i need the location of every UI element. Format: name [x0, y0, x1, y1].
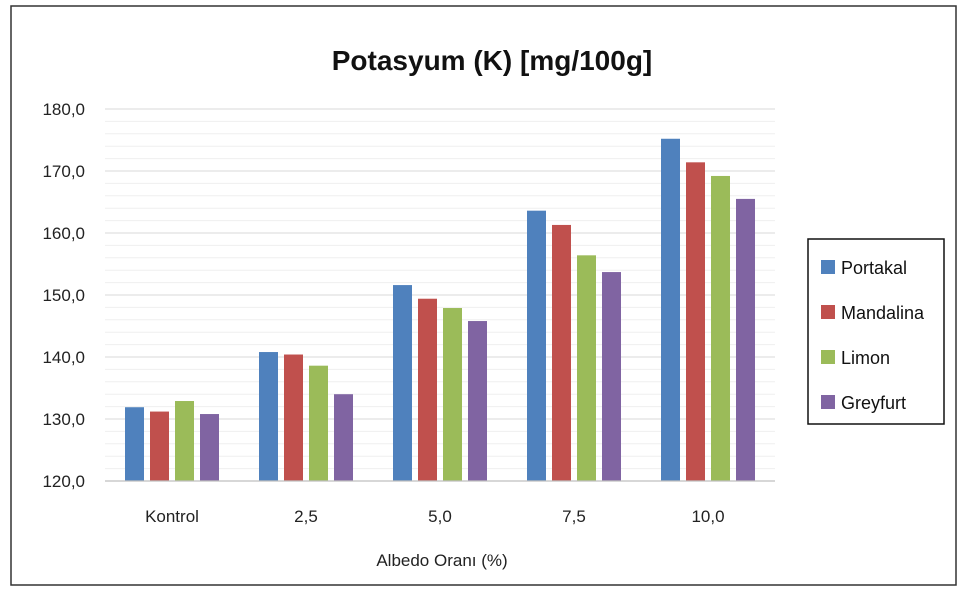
bar — [552, 224, 571, 481]
bar — [284, 354, 303, 481]
bar — [334, 394, 353, 481]
bar — [577, 255, 596, 481]
bars — [125, 138, 755, 481]
x-tick-label: 10,0 — [691, 507, 724, 526]
legend-swatch — [821, 395, 835, 409]
bar — [686, 162, 705, 481]
bar — [661, 138, 680, 481]
y-tick-label: 130,0 — [42, 410, 85, 429]
bar — [468, 321, 487, 481]
x-tick-label: 2,5 — [294, 507, 318, 526]
y-tick-label: 150,0 — [42, 286, 85, 305]
bar — [125, 407, 144, 481]
bar — [175, 401, 194, 481]
x-tick-label: 7,5 — [562, 507, 586, 526]
labels: 120,0 130,0 140,0 150,0 160,0 170,0 180,0 Kontr… — [42, 100, 724, 526]
x-tick-label: Kontrol — [145, 507, 199, 526]
bar — [150, 411, 169, 481]
bar — [200, 414, 219, 481]
bar — [527, 210, 546, 481]
y-tick-label: 180,0 — [42, 100, 85, 119]
bar — [711, 175, 730, 481]
y-tick-label: 140,0 — [42, 348, 85, 367]
legend-swatch — [821, 260, 835, 274]
x-axis-title: Albedo Oranı (%) — [376, 551, 507, 570]
legend-label: Portakal — [841, 258, 907, 278]
bar — [259, 352, 278, 481]
y-tick-label: 120,0 — [42, 472, 85, 491]
legend-swatch — [821, 350, 835, 364]
legend-label: Mandalina — [841, 303, 925, 323]
legend-label: Greyfurt — [841, 393, 906, 413]
legend-swatch — [821, 305, 835, 319]
y-tick-label: 170,0 — [42, 162, 85, 181]
bar — [309, 365, 328, 481]
bar — [602, 272, 621, 481]
bar — [418, 298, 437, 481]
bar — [393, 285, 412, 481]
bar — [736, 198, 755, 481]
x-tick-label: 5,0 — [428, 507, 452, 526]
chart-title: Potasyum (K) [mg/100g] — [332, 45, 653, 76]
y-tick-label: 160,0 — [42, 224, 85, 243]
legend-label: Limon — [841, 348, 890, 368]
legend: Portakal Mandalina Limon Greyfurt — [807, 238, 945, 425]
bar — [443, 308, 462, 481]
